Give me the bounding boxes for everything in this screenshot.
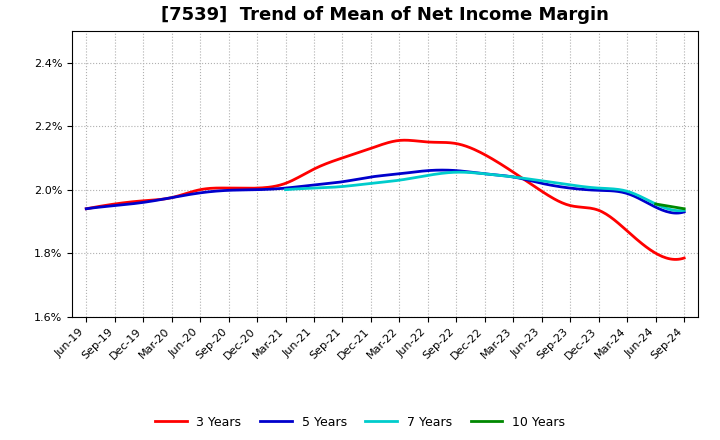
3 Years (626, 231, 634, 236)
5 Years (588, 187, 596, 193)
7 Years (644, 198, 652, 203)
Line: 5 Years: 5 Years (86, 170, 684, 213)
7 Years (518, 176, 527, 181)
5 Years (82, 206, 91, 211)
7 Years (282, 187, 291, 192)
Legend: 3 Years, 5 Years, 7 Years, 10 Years: 3 Years, 5 Years, 7 Years, 10 Years (150, 411, 570, 434)
5 Years (450, 168, 459, 173)
5 Years (672, 210, 680, 216)
10 Years (678, 205, 686, 211)
7 Years (618, 187, 627, 193)
5 Years (84, 206, 93, 211)
5 Years (680, 209, 688, 215)
Line: 10 Years: 10 Years (656, 204, 684, 209)
5 Years (436, 168, 444, 173)
3 Years (84, 206, 93, 211)
10 Years (675, 205, 684, 211)
5 Years (440, 168, 449, 173)
10 Years (669, 204, 678, 209)
5 Years (438, 168, 446, 173)
Line: 7 Years: 7 Years (286, 172, 684, 211)
5 Years (626, 192, 634, 197)
7 Years (675, 208, 683, 213)
10 Years (680, 206, 688, 211)
7 Years (526, 176, 535, 182)
7 Years (680, 208, 688, 213)
3 Years (82, 206, 91, 211)
3 Years (672, 257, 680, 262)
Title: [7539]  Trend of Mean of Net Income Margin: [7539] Trend of Mean of Net Income Margi… (161, 6, 609, 24)
10 Years (652, 202, 660, 207)
3 Years (450, 141, 459, 146)
10 Years (668, 204, 677, 209)
7 Years (282, 187, 290, 192)
3 Years (680, 255, 688, 260)
10 Years (668, 204, 677, 209)
3 Years (400, 138, 408, 143)
10 Years (652, 202, 660, 207)
7 Years (520, 176, 528, 181)
Line: 3 Years: 3 Years (86, 140, 684, 260)
3 Years (588, 206, 596, 211)
3 Years (438, 140, 446, 145)
3 Years (440, 140, 449, 145)
7 Years (456, 169, 464, 175)
